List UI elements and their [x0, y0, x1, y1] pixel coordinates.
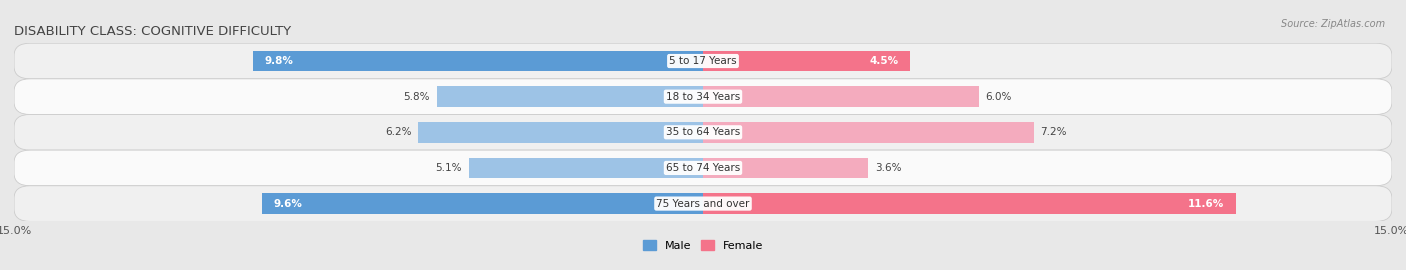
Text: 6.0%: 6.0% — [986, 92, 1012, 102]
Bar — [418, 122, 703, 143]
Text: 7.2%: 7.2% — [1040, 127, 1067, 137]
FancyBboxPatch shape — [14, 150, 1392, 186]
Text: 3.6%: 3.6% — [875, 163, 901, 173]
Legend: Male, Female: Male, Female — [638, 235, 768, 255]
Bar — [703, 51, 910, 71]
Text: 9.6%: 9.6% — [274, 198, 302, 209]
Bar — [253, 51, 703, 71]
Bar — [437, 86, 703, 107]
FancyBboxPatch shape — [14, 79, 1392, 114]
Bar — [262, 193, 703, 214]
Bar — [468, 158, 703, 178]
Text: 75 Years and over: 75 Years and over — [657, 198, 749, 209]
Text: 18 to 34 Years: 18 to 34 Years — [666, 92, 740, 102]
Text: 5 to 17 Years: 5 to 17 Years — [669, 56, 737, 66]
Bar — [703, 158, 869, 178]
Text: 11.6%: 11.6% — [1188, 198, 1225, 209]
FancyBboxPatch shape — [14, 43, 1392, 79]
Text: 5.1%: 5.1% — [436, 163, 461, 173]
FancyBboxPatch shape — [14, 114, 1392, 150]
Text: 65 to 74 Years: 65 to 74 Years — [666, 163, 740, 173]
Text: DISABILITY CLASS: COGNITIVE DIFFICULTY: DISABILITY CLASS: COGNITIVE DIFFICULTY — [14, 25, 291, 38]
Text: 4.5%: 4.5% — [869, 56, 898, 66]
Bar — [703, 86, 979, 107]
Bar — [703, 122, 1033, 143]
Text: 35 to 64 Years: 35 to 64 Years — [666, 127, 740, 137]
Text: 5.8%: 5.8% — [404, 92, 430, 102]
Text: 9.8%: 9.8% — [264, 56, 294, 66]
Text: Source: ZipAtlas.com: Source: ZipAtlas.com — [1281, 19, 1385, 29]
Text: 6.2%: 6.2% — [385, 127, 412, 137]
Bar — [703, 193, 1236, 214]
FancyBboxPatch shape — [14, 186, 1392, 221]
